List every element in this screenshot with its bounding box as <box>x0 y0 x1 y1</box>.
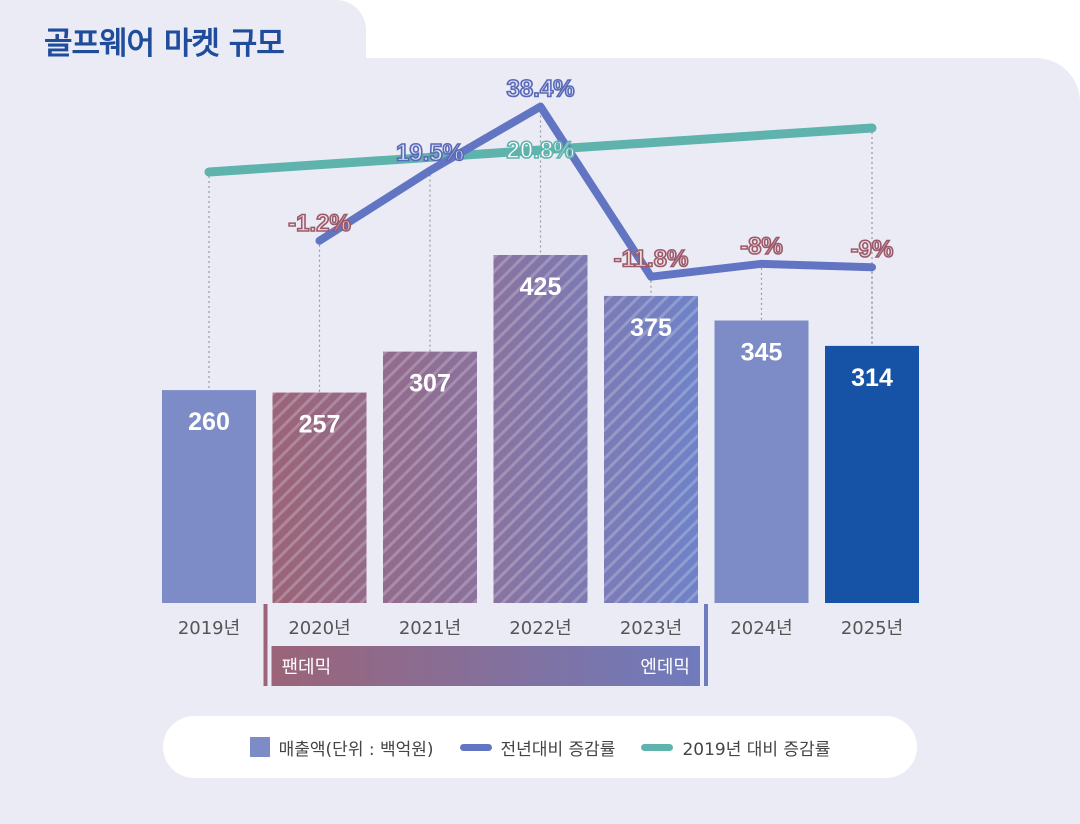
yoy-label: -8% <box>740 233 783 260</box>
legend-swatch-bar <box>249 737 270 757</box>
bar-value-label: 314 <box>851 364 893 392</box>
vs2019-label: 20.8% <box>506 137 574 164</box>
period-bracket-left <box>263 604 268 686</box>
bar-hatch-2022년 <box>493 255 588 603</box>
x-tick-label: 2022년 <box>509 618 571 639</box>
x-tick-label: 2024년 <box>730 618 792 639</box>
period-start-label: 팬데믹 <box>282 657 332 678</box>
yoy-label: 19.5% <box>396 140 464 167</box>
x-tick-label: 2023년 <box>620 618 682 639</box>
legend-swatch-yoy-line <box>459 743 492 751</box>
bar-value-label: 307 <box>409 370 451 398</box>
bar-value-label: 345 <box>741 339 783 367</box>
legend-item-yoy: 전년대비 증감률 <box>459 735 616 760</box>
legend-label-sales: 매출액(단위 : 백억원) <box>278 739 434 760</box>
period-band <box>271 646 700 686</box>
x-tick-label: 2021년 <box>399 618 461 639</box>
legend-label-vs2019: 2019년 대비 증감률 <box>682 739 831 760</box>
x-tick-label: 2025년 <box>841 618 903 639</box>
period-bracket-right <box>704 604 708 686</box>
bar-2024년 <box>714 320 809 603</box>
bar-2025년 <box>825 345 919 603</box>
x-tick-label: 2019년 <box>178 618 240 639</box>
period-end-label: 엔데믹 <box>640 657 690 678</box>
legend-label-yoy: 전년대비 증감률 <box>500 739 616 760</box>
legend-item-vs2019: 2019년 대비 증감률 <box>641 735 830 760</box>
yoy-label: -11.8% <box>614 246 689 273</box>
bar-value-label: 375 <box>630 314 672 342</box>
bar-hatch-2020년 <box>272 392 367 603</box>
bar-value-label: 425 <box>520 273 562 301</box>
legend: 매출액(단위 : 백억원) 전년대비 증감률 2019년 대비 증감률 <box>163 716 917 778</box>
bar-hatch-2023년 <box>604 295 698 603</box>
bar-value-label: 260 <box>188 408 230 436</box>
yoy-label: 38.4% <box>506 76 574 103</box>
yoy-line <box>315 102 876 281</box>
x-tick-label: 2020년 <box>288 618 350 639</box>
legend-item-sales: 매출액(단위 : 백억원) <box>249 735 434 760</box>
legend-swatch-vs2019-line <box>641 743 674 751</box>
chart-title: 골프웨어 마켓 규모 <box>44 26 285 62</box>
bar-value-label: 257 <box>299 411 341 439</box>
yoy-label: -1.2% <box>288 210 351 237</box>
vs2019-line <box>204 123 877 177</box>
bar-2019년 <box>162 390 256 603</box>
bar-hatch-2021년 <box>383 351 477 603</box>
yoy-label: -9% <box>851 236 894 263</box>
